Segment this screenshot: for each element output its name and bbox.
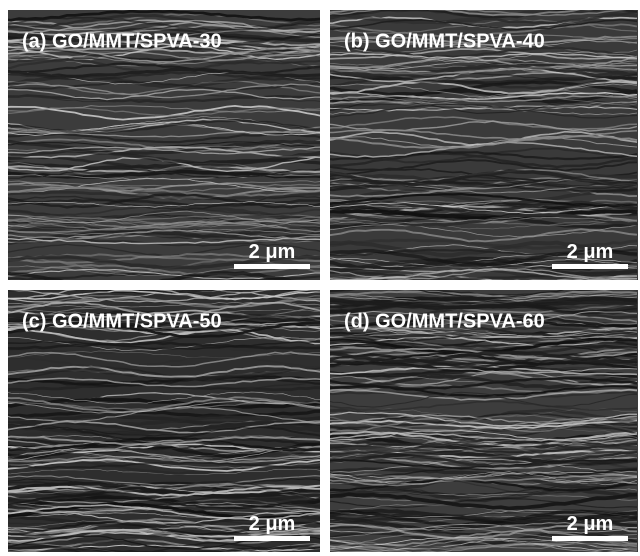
scale-bar-label: 2 μm [567,513,614,535]
scale-bar [552,536,628,541]
scale-bar-label: 2 μm [249,513,296,535]
figure: (a) GO/MMT/SPVA-30 2 μm (b) GO/MMT/SPVA-40… [0,0,640,556]
panel-label: (b) GO/MMT/SPVA-40 [344,30,545,52]
scale-bar [234,264,310,269]
scale-bar [234,536,310,541]
panel-label: (c) GO/MMT/SPVA-50 [22,310,222,332]
panel-label: (d) GO/MMT/SPVA-60 [344,310,545,332]
scale-bar-label: 2 μm [567,241,614,263]
panel-label: (a) GO/MMT/SPVA-30 [22,30,222,52]
scale-bar-label: 2 μm [249,241,296,263]
scale-bar [552,264,628,269]
